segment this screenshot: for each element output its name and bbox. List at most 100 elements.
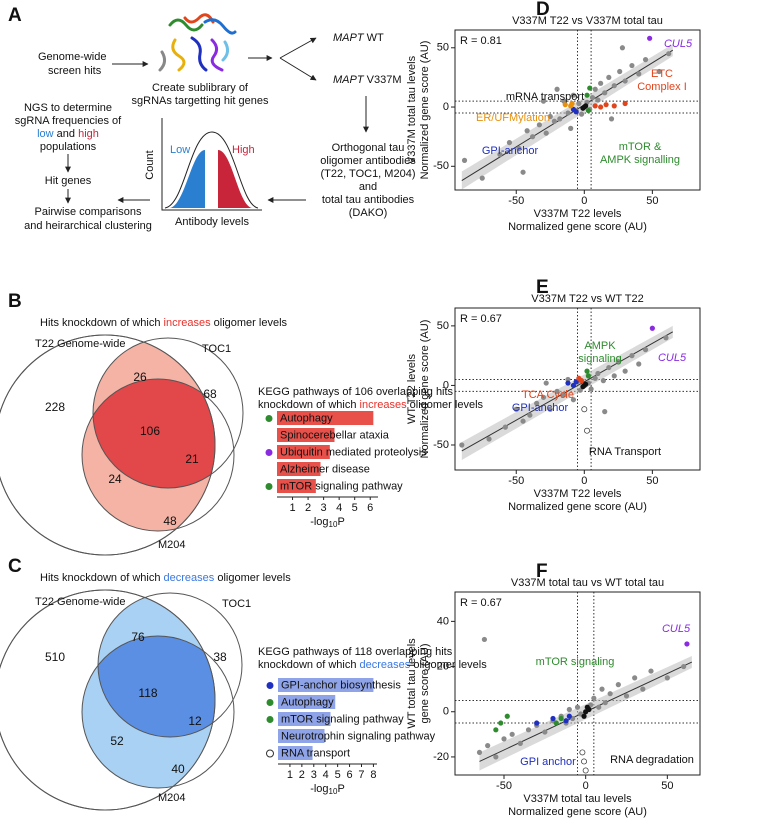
panel-label: D bbox=[536, 0, 550, 20]
y-tick-label: -50 bbox=[433, 160, 449, 172]
high-word: high bbox=[78, 128, 99, 140]
x-tick-label: 4 bbox=[336, 502, 342, 514]
venn-title: Hits knockdown of which increases oligom… bbox=[40, 317, 288, 329]
point bbox=[588, 386, 594, 392]
set-outline bbox=[92, 337, 244, 489]
point bbox=[476, 749, 483, 756]
point bbox=[557, 116, 563, 122]
point bbox=[573, 379, 579, 385]
x-tick-label: 1 bbox=[289, 502, 295, 514]
category-label: Autophagy bbox=[281, 696, 334, 708]
point bbox=[599, 686, 605, 692]
point bbox=[666, 51, 672, 57]
region-count: 106 bbox=[140, 424, 160, 438]
venn-panel: C Hits knockdown of which decreases oligo… bbox=[0, 556, 291, 811]
x-tick-label: -50 bbox=[508, 195, 524, 207]
title-text: oligomer levels bbox=[410, 399, 484, 411]
step-text: populations bbox=[40, 141, 97, 153]
gene-set-label: CUL5 bbox=[664, 38, 693, 50]
set-label: T22 Genome-wide bbox=[35, 338, 126, 350]
point bbox=[577, 387, 583, 393]
gene-set-label: GPI anchor bbox=[520, 756, 576, 768]
point bbox=[554, 388, 560, 394]
point bbox=[570, 382, 577, 389]
region-count: 21 bbox=[185, 452, 199, 466]
y-axis-label: V337M total tau levels bbox=[406, 55, 418, 164]
y-tick-label: 0 bbox=[443, 379, 449, 391]
point bbox=[565, 380, 571, 386]
point bbox=[584, 92, 590, 98]
point bbox=[636, 361, 642, 367]
point bbox=[611, 373, 617, 379]
gene-set-label: mTOR & bbox=[619, 141, 662, 153]
y-tick-label: 50 bbox=[437, 320, 449, 332]
point bbox=[584, 368, 590, 374]
point bbox=[640, 686, 646, 692]
region-count: 48 bbox=[163, 514, 177, 528]
low-label: Low bbox=[170, 144, 190, 156]
chart-title: V337M T22 vs WT T22 bbox=[531, 293, 644, 305]
bar bbox=[278, 695, 336, 709]
point bbox=[615, 359, 621, 365]
point bbox=[547, 113, 553, 120]
axes bbox=[161, 118, 262, 211]
venn-panel: B Hits knockdown of which increases oligo… bbox=[0, 291, 288, 556]
x-tick-label: 50 bbox=[661, 780, 673, 792]
plot-frame bbox=[454, 591, 701, 776]
point bbox=[493, 727, 499, 733]
panel-label: A bbox=[8, 5, 22, 26]
chart-title: KEGG pathways of 106 overlapping hits bbox=[258, 386, 454, 398]
point bbox=[647, 35, 653, 41]
chart-title: KEGG pathways of 118 overlapping hits bbox=[258, 646, 453, 658]
step-text: and bbox=[359, 181, 377, 193]
point bbox=[568, 125, 574, 131]
point bbox=[602, 409, 608, 415]
point bbox=[573, 109, 579, 115]
y-tick-label: 40 bbox=[437, 615, 449, 627]
point bbox=[656, 68, 662, 75]
arrow bbox=[279, 37, 317, 59]
overlap bbox=[82, 593, 215, 788]
bar bbox=[277, 462, 321, 476]
pathway-marker bbox=[266, 699, 274, 706]
point bbox=[581, 713, 587, 719]
category-label: Ubiquitin mediated proteolysis bbox=[280, 446, 427, 458]
point bbox=[584, 427, 590, 434]
point bbox=[498, 720, 504, 726]
point bbox=[579, 749, 586, 756]
x-axis-label: Normalized gene score (AU) bbox=[508, 501, 647, 513]
y-tick-label: -20 bbox=[433, 751, 449, 763]
label-sub: 10 bbox=[329, 520, 338, 529]
title-text: oligomer levels bbox=[214, 317, 288, 329]
category-label: mTOR signaling pathway bbox=[280, 480, 403, 492]
bar bbox=[278, 678, 374, 692]
point bbox=[589, 94, 596, 101]
pathway-marker bbox=[265, 483, 273, 490]
label-part: -log bbox=[310, 516, 328, 528]
x-axis-label: V337M T22 levels bbox=[534, 488, 622, 500]
step-text: (DAKO) bbox=[349, 207, 388, 219]
label-part: P bbox=[337, 783, 344, 795]
set-label: M204 bbox=[158, 792, 186, 804]
point bbox=[629, 62, 635, 69]
y-axis-label: WT total tau levels bbox=[406, 638, 418, 729]
point bbox=[636, 71, 642, 77]
chart-title: knockdown of which decreases oligomer le… bbox=[258, 659, 487, 671]
point bbox=[509, 731, 515, 737]
x-tick-label: 8 bbox=[370, 769, 376, 781]
bar bbox=[277, 479, 316, 493]
pathway-marker bbox=[265, 449, 273, 456]
arrow bbox=[279, 57, 317, 81]
category-label: RNA transport bbox=[281, 747, 350, 759]
set-label: TOC1 bbox=[202, 343, 231, 355]
annotation: R = 0.67 bbox=[460, 597, 502, 609]
step-text: Genome-wide bbox=[38, 51, 106, 63]
point bbox=[550, 715, 556, 722]
x-axis-label: Normalized gene score (AU) bbox=[508, 806, 647, 818]
label-sub: 10 bbox=[329, 787, 338, 796]
histogram: Count Antibody levels Low High bbox=[144, 118, 262, 228]
point bbox=[543, 380, 549, 386]
